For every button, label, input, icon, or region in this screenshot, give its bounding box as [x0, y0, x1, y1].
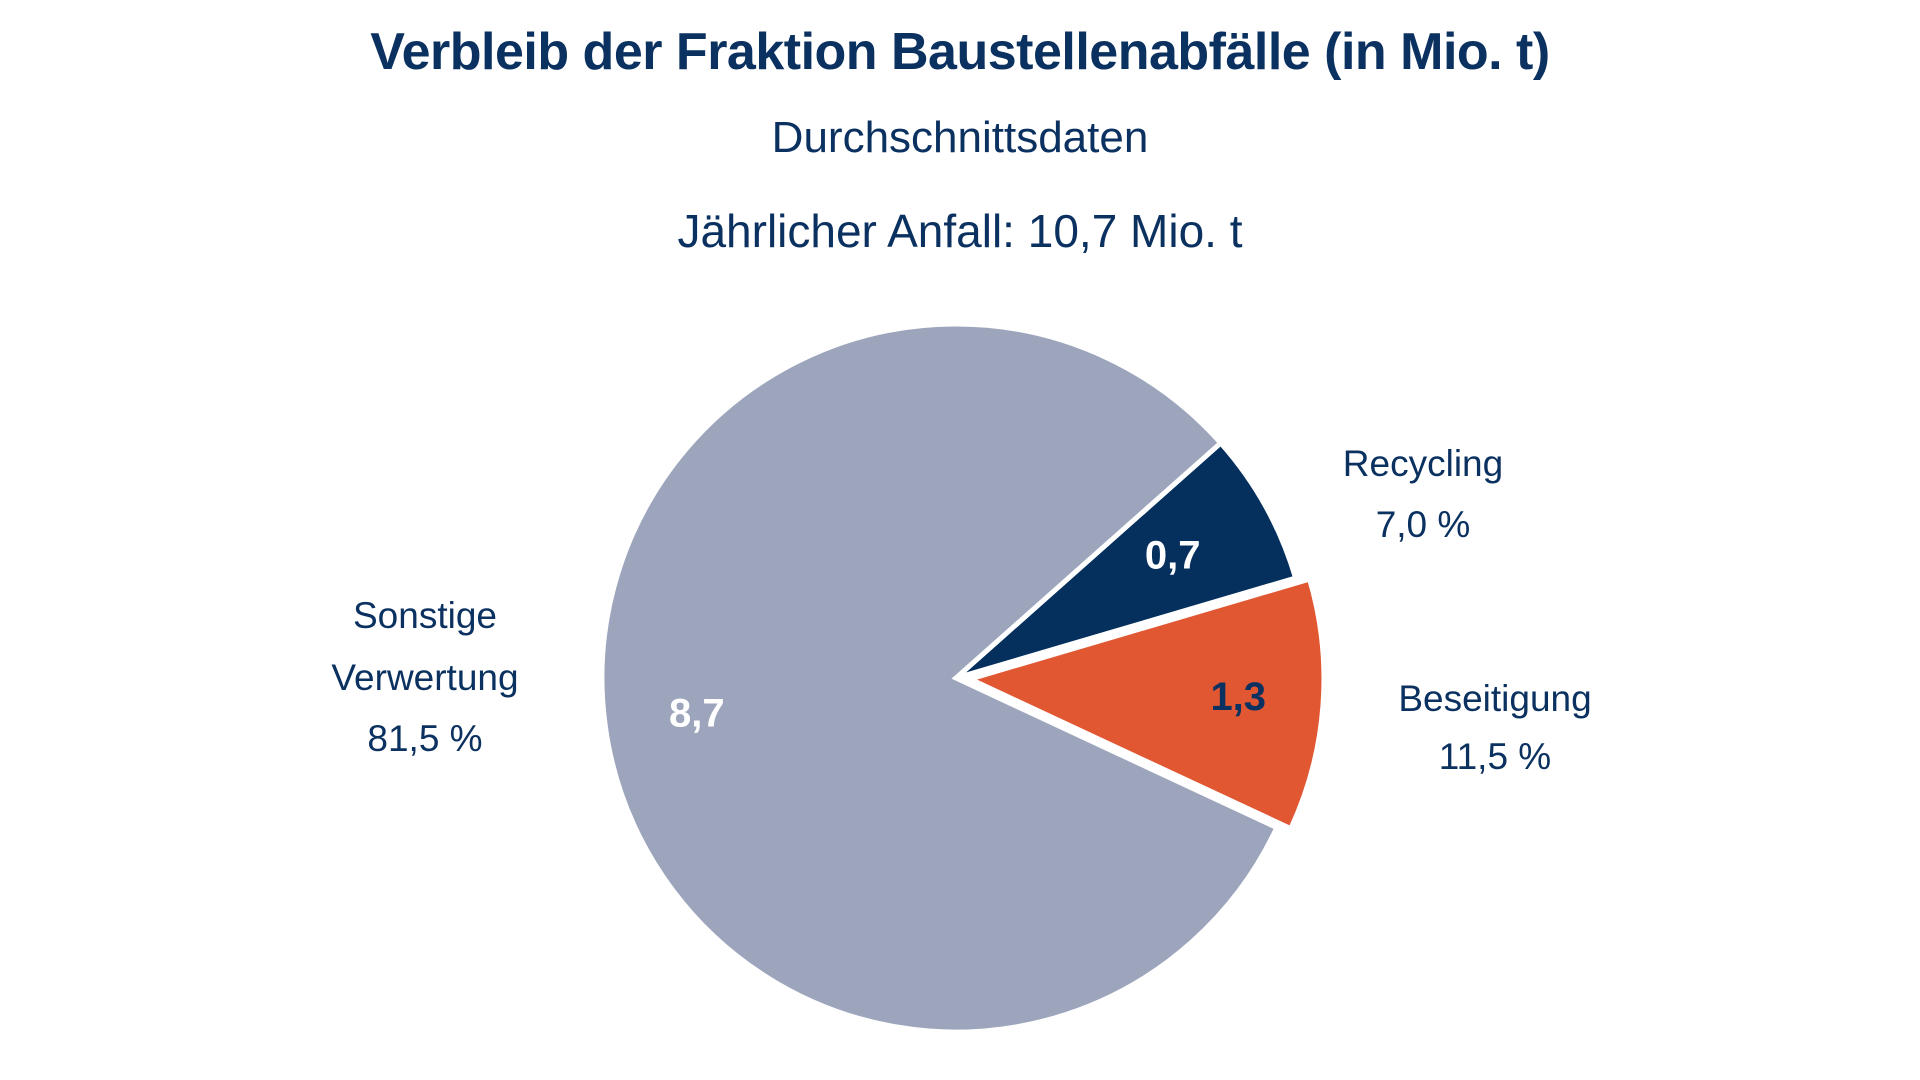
label-beseitigung-name: Beseitigung [1398, 678, 1591, 719]
pie-slices [599, 321, 1327, 1035]
pie-slice-beseitigung [962, 575, 1327, 832]
pie-slice-sonstige-verwertung [599, 321, 1281, 1035]
annual-total-annotation: Jährlicher Anfall: 10,7 Mio. t [677, 205, 1243, 257]
label-sonstige-name-line2: Verwertung [331, 657, 518, 698]
chart-title: Verbleib der Fraktion Baustellenabfälle … [370, 23, 1550, 81]
label-recycling-name: Recycling [1343, 443, 1503, 484]
label-sonstige-percent: 81,5 % [367, 718, 482, 759]
label-beseitigung-percent: 11,5 % [1439, 736, 1551, 777]
label-sonstige-name-line1: Sonstige [353, 595, 497, 636]
value-label-sonstige-verwertung: 8,7 [669, 691, 725, 735]
pie-category-labels: Recycling 7,0 % Beseitigung 11,5 % Sonst… [331, 443, 1591, 777]
value-label-beseitigung: 1,3 [1210, 675, 1266, 719]
label-recycling-percent: 7,0 % [1376, 504, 1471, 545]
chart-subtitle: Durchschnittsdaten [771, 113, 1149, 162]
pie-slice-recycling [954, 439, 1299, 681]
pie-value-labels: 0,7 1,3 8,7 [669, 533, 1266, 735]
value-label-recycling: 0,7 [1145, 533, 1201, 577]
